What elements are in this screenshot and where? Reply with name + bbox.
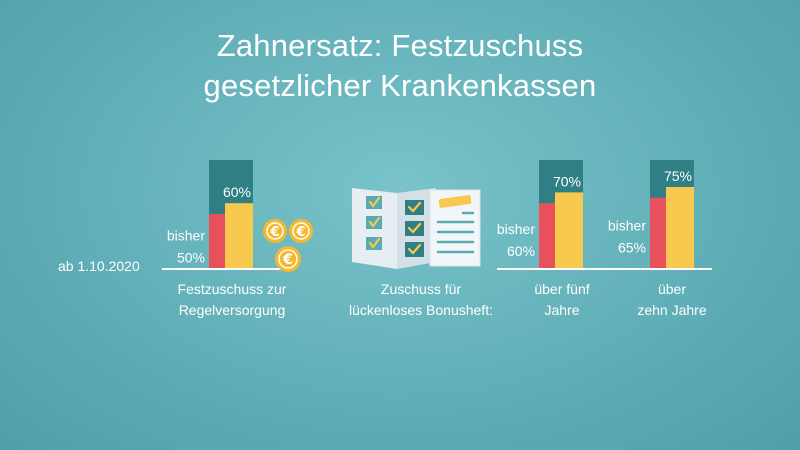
chart-title-line-1: Zahnersatz: Festzuschuss [216,28,584,63]
old-label-3: bisher [608,217,646,233]
chart-title-line-2: gesetzlicher Krankenkassen [203,68,597,103]
bar-new-2 [555,192,583,268]
euro-coin-icon: € € € [263,219,313,272]
svg-text:€: € [282,252,293,268]
new-value-label-3: 75% [664,168,692,184]
old-label-2: bisher [497,221,535,237]
bar-new-1 [225,203,253,268]
middle-caption-line-1: Zuschuss für [381,281,461,297]
caption-1-line-1: Festzuschuss zur [178,281,287,297]
caption-2-line-1: über fünf [534,281,589,297]
caption-2-line-2: Jahre [544,302,579,318]
bar-new-3 [666,187,694,268]
caption-3-line-2: zehn Jahre [637,302,706,318]
old-value-label-3: 65% [618,239,646,255]
bonus-booklet-icon [352,188,481,269]
caption-3-line-1: über [658,281,686,297]
date-label: ab 1.10.2020 [58,258,140,274]
old-value-label-1: 50% [177,250,205,266]
svg-text:€: € [269,225,279,240]
middle-caption-line-2: lückenloses Bonusheft: [349,302,493,318]
new-value-label-2: 70% [553,173,581,189]
svg-text:€: € [295,225,305,240]
caption-1-line-2: Regelversorgung [179,302,286,318]
old-value-label-2: 60% [507,243,535,259]
bar-groups: 60% bisher 50% Festzuschuss zur Regelversorg… [167,160,707,318]
new-value-label-1: 60% [223,184,251,200]
old-label-1: bisher [167,228,205,244]
